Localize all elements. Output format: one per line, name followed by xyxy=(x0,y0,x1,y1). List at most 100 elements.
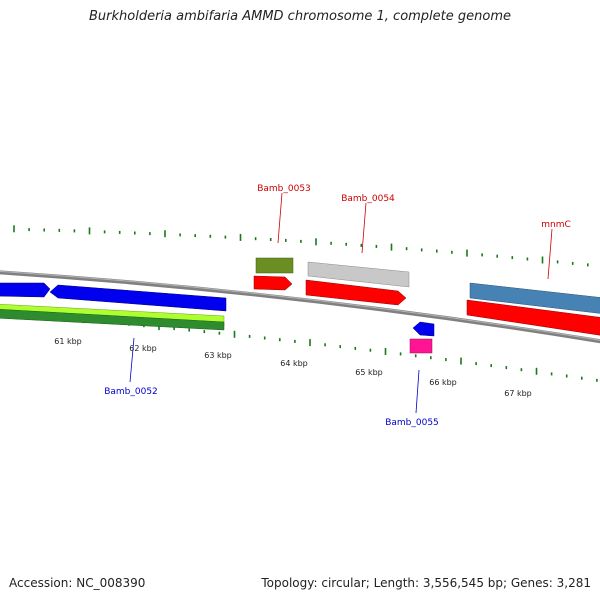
major-tick xyxy=(239,233,242,241)
minor-tick xyxy=(430,356,432,360)
minor-tick xyxy=(294,339,296,343)
gene-label-bamb-0052[interactable]: Bamb_0052 xyxy=(104,387,158,397)
minor-tick xyxy=(505,366,508,370)
minor-tick xyxy=(324,343,326,347)
minor-tick xyxy=(475,362,477,366)
gene-bamb-0055-arrow[interactable] xyxy=(412,321,435,337)
minor-tick xyxy=(179,233,181,237)
gene-bamb-0052-arrow[interactable] xyxy=(49,284,227,312)
minor-tick xyxy=(279,338,281,342)
minor-tick xyxy=(118,230,121,234)
genome-backbone-highlight xyxy=(0,270,600,341)
tick-label-64kbp: 64 kbp xyxy=(280,359,308,368)
major-tick xyxy=(309,339,311,347)
forward-scale-ticks xyxy=(13,225,589,267)
tick-label-62kbp: 62 kbp xyxy=(129,344,157,353)
gene-bamb-0051-arrow[interactable] xyxy=(0,282,51,298)
minor-tick xyxy=(526,257,529,261)
minor-tick xyxy=(194,234,196,238)
major-tick xyxy=(460,357,462,365)
minor-tick xyxy=(436,249,438,253)
minor-tick xyxy=(414,354,417,358)
major-tick xyxy=(390,243,393,251)
minor-tick xyxy=(134,231,136,235)
gene-label-mnmc[interactable]: mnmC xyxy=(541,220,571,230)
gene-bamb-0053-feature[interactable] xyxy=(255,257,294,274)
minor-tick xyxy=(420,248,423,252)
minor-tick xyxy=(263,336,266,340)
minor-tick xyxy=(565,374,568,378)
minor-tick xyxy=(596,378,598,382)
minor-tick xyxy=(581,376,583,380)
minor-tick xyxy=(173,327,175,331)
gene-label-bamb-0054[interactable]: Bamb_0054 xyxy=(341,194,395,204)
label-line-bamb-0055 xyxy=(415,369,420,414)
minor-tick xyxy=(209,234,212,238)
minor-tick xyxy=(58,228,61,232)
gene-mnmc-feature[interactable] xyxy=(469,282,600,314)
map-title: Burkholderia ambifaria AMMD chromosome 1… xyxy=(88,9,512,24)
minor-tick xyxy=(399,352,402,356)
minor-tick xyxy=(369,348,372,352)
label-line-bamb-0052 xyxy=(129,337,135,383)
minor-tick xyxy=(339,345,341,349)
minor-tick xyxy=(285,238,287,242)
gene-bamb-0053-arrow[interactable] xyxy=(253,275,293,291)
tick-label-61kbp: 61 kbp xyxy=(54,337,82,346)
minor-tick xyxy=(28,228,30,232)
minor-tick xyxy=(43,228,45,232)
minor-tick xyxy=(496,254,498,258)
minor-tick xyxy=(149,232,151,236)
minor-tick xyxy=(511,256,514,260)
label-line-bamb-0054 xyxy=(361,202,367,254)
minor-tick xyxy=(203,330,206,334)
minor-tick xyxy=(451,250,453,254)
major-tick xyxy=(164,230,166,238)
major-tick xyxy=(535,367,538,375)
major-tick xyxy=(315,238,317,246)
label-line-bamb-0053 xyxy=(277,192,283,244)
minor-tick xyxy=(550,372,553,376)
minor-tick xyxy=(587,263,589,267)
minor-tick xyxy=(224,235,227,239)
minor-tick xyxy=(556,260,559,264)
minor-tick xyxy=(254,237,257,241)
minor-tick xyxy=(490,364,492,368)
major-tick xyxy=(466,249,468,257)
rna-feature-green xyxy=(0,309,225,331)
minor-tick xyxy=(445,358,447,362)
minor-tick xyxy=(103,230,106,234)
major-tick xyxy=(541,256,544,264)
genome-backbone xyxy=(0,270,600,344)
tick-label-65kbp: 65 kbp xyxy=(355,368,383,377)
gene-bamb-0054-feature[interactable] xyxy=(307,261,410,288)
gene-bamb-0054-arrow[interactable] xyxy=(305,279,407,306)
major-tick xyxy=(13,225,15,233)
tick-label-66kbp: 66 kbp xyxy=(429,378,457,387)
major-tick xyxy=(88,227,91,235)
major-tick xyxy=(233,330,236,338)
minor-tick xyxy=(481,253,483,257)
minor-tick xyxy=(218,331,221,335)
gene-mnmc-arrow[interactable] xyxy=(466,299,600,336)
accession-label: Accession: NC_008390 xyxy=(9,576,146,590)
gene-label-bamb-0053[interactable]: Bamb_0053 xyxy=(257,184,311,194)
gene-bamb-0055-feature[interactable] xyxy=(409,338,433,354)
genome-stats-label: Topology: circular; Length: 3,556,545 bp… xyxy=(261,576,591,590)
minor-tick xyxy=(520,368,523,372)
gene-label-bamb-0055[interactable]: Bamb_0055 xyxy=(385,418,439,428)
minor-tick xyxy=(360,243,363,247)
minor-tick xyxy=(248,334,251,338)
minor-tick xyxy=(571,261,574,265)
minor-tick xyxy=(354,346,357,350)
minor-tick xyxy=(269,238,272,241)
tick-label-63kbp: 63 kbp xyxy=(204,351,232,360)
minor-tick xyxy=(405,247,408,251)
minor-tick xyxy=(330,241,332,245)
minor-tick xyxy=(188,328,190,332)
minor-tick xyxy=(345,242,347,246)
minor-tick xyxy=(375,244,378,248)
tick-label-67kbp: 67 kbp xyxy=(504,389,532,398)
label-line-mnmc xyxy=(547,228,553,280)
